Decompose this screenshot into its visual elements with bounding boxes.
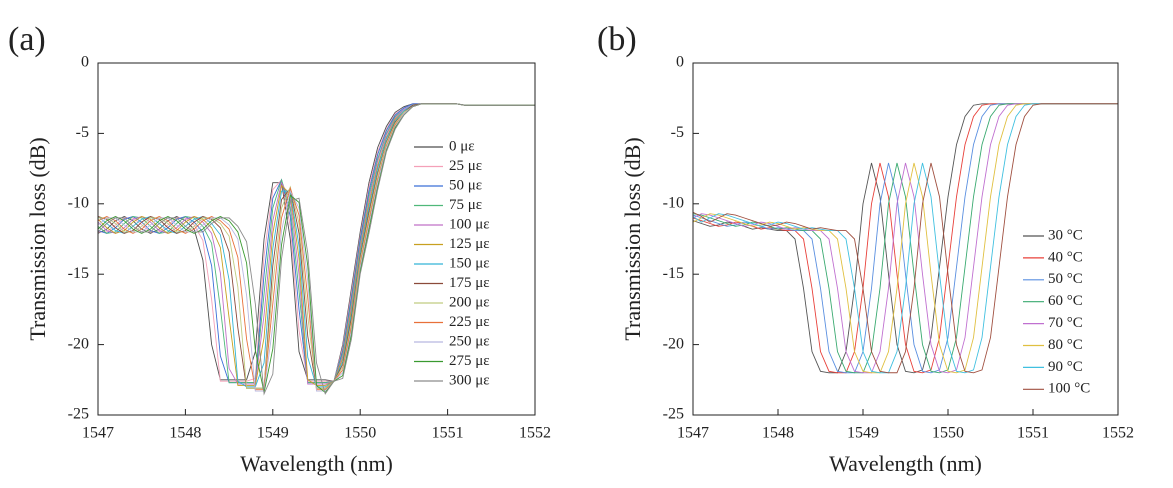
legend-label: 60 °C — [1048, 293, 1083, 309]
x-tick-label: 1549 — [257, 425, 289, 442]
panel-label: (a) — [8, 21, 46, 58]
y-tick-label: 0 — [81, 54, 89, 71]
legend-label: 100 °C — [1048, 381, 1090, 397]
x-tick-label: 1550 — [344, 425, 376, 442]
chart-panel: (a) Wavelength (nm) Transmission loss (dB)… — [8, 21, 551, 476]
y-tick-label: -10 — [68, 194, 89, 211]
x-tick-label: 1551 — [1017, 425, 1049, 442]
x-tick-label: 1552 — [519, 425, 551, 442]
legend-label: 30 °C — [1048, 227, 1083, 243]
y-tick-label: 0 — [676, 54, 684, 71]
legend-label: 80 °C — [1048, 337, 1083, 353]
plot-frame — [692, 62, 1119, 416]
legend-label: 0 με — [449, 138, 475, 154]
panel-label: (b) — [597, 21, 637, 58]
y-tick-label: -15 — [663, 265, 684, 282]
series-line — [693, 103, 1118, 374]
legend-label: 225 με — [449, 314, 490, 330]
y-tick-label: -25 — [68, 406, 89, 423]
y-axis-title: Transmission loss (dB) — [25, 137, 50, 340]
legend-label: 90 °C — [1048, 359, 1083, 375]
y-tick-label: -20 — [663, 335, 684, 352]
x-tick-label: 1547 — [82, 425, 114, 442]
legend-label: 50 °C — [1048, 271, 1083, 287]
legend-label: 100 με — [449, 216, 490, 232]
y-tick-label: -15 — [68, 265, 89, 282]
y-tick-label: -5 — [671, 124, 684, 141]
y-tick-label: -20 — [68, 335, 89, 352]
legend-label: 250 με — [449, 333, 490, 349]
legend-label: 150 με — [449, 255, 490, 271]
legend-label: 200 με — [449, 294, 490, 310]
legend-label: 300 με — [449, 372, 490, 388]
y-tick-label: -5 — [76, 124, 89, 141]
y-tick-label: -10 — [663, 194, 684, 211]
x-tick-label: 1552 — [1102, 425, 1134, 442]
legend-label: 275 με — [449, 353, 490, 369]
legend-label: 70 °C — [1048, 315, 1083, 331]
x-tick-label: 1551 — [432, 425, 464, 442]
legend-label: 175 με — [449, 275, 490, 291]
x-axis-title: Wavelength (nm) — [240, 451, 393, 476]
plot-lines — [98, 103, 535, 396]
x-tick-label: 1550 — [932, 425, 964, 442]
plot-frame — [97, 62, 536, 416]
legend-label: 40 °C — [1048, 249, 1083, 265]
legend-label: 25 με — [449, 158, 482, 174]
chart-panel: (b) Wavelength (nm) Transmission loss (dB)… — [597, 21, 1134, 476]
x-tick-label: 1548 — [169, 425, 201, 442]
y-axis-title: Transmission loss (dB) — [620, 137, 645, 340]
series-line — [98, 103, 535, 396]
x-tick-label: 1547 — [677, 425, 709, 442]
legend-label: 50 με — [449, 177, 482, 193]
x-axis-title: Wavelength (nm) — [829, 451, 982, 476]
x-tick-label: 1549 — [847, 425, 879, 442]
y-tick-label: -25 — [663, 406, 684, 423]
legend-label: 75 με — [449, 197, 482, 213]
x-tick-label: 1548 — [762, 425, 794, 442]
legend-label: 125 με — [449, 236, 490, 252]
plot-lines — [693, 103, 1118, 374]
